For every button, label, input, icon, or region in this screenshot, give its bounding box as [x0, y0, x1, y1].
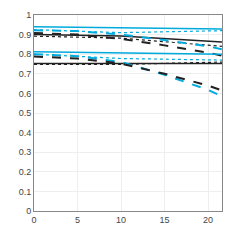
svg-text:0.2: 0.2 [19, 167, 32, 177]
svg-text:0.4: 0.4 [19, 128, 32, 138]
svg-text:0.8: 0.8 [19, 49, 32, 59]
svg-text:0: 0 [26, 206, 31, 216]
svg-text:1: 1 [26, 10, 31, 20]
svg-text:0.3: 0.3 [19, 147, 32, 157]
svg-text:0.9: 0.9 [19, 30, 32, 40]
svg-text:10: 10 [116, 215, 126, 225]
svg-text:5: 5 [75, 215, 80, 225]
svg-text:0.5: 0.5 [19, 108, 32, 118]
svg-text:0.1: 0.1 [19, 187, 32, 197]
svg-text:15: 15 [160, 215, 170, 225]
svg-text:20: 20 [203, 215, 213, 225]
svg-text:0: 0 [31, 215, 36, 225]
svg-text:0.7: 0.7 [19, 69, 32, 79]
svg-text:0.6: 0.6 [19, 89, 32, 99]
